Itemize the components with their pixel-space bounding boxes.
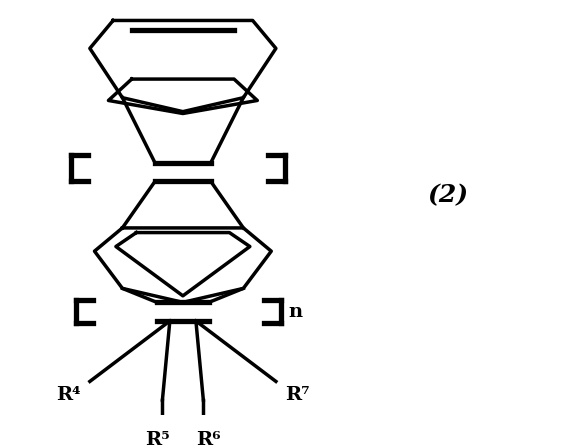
Text: R⁴: R⁴	[56, 386, 81, 404]
Text: R⁷: R⁷	[285, 386, 310, 404]
Text: n: n	[288, 303, 302, 321]
Text: (2): (2)	[427, 183, 468, 207]
Text: R⁶: R⁶	[196, 431, 220, 446]
Text: R⁵: R⁵	[145, 431, 170, 446]
